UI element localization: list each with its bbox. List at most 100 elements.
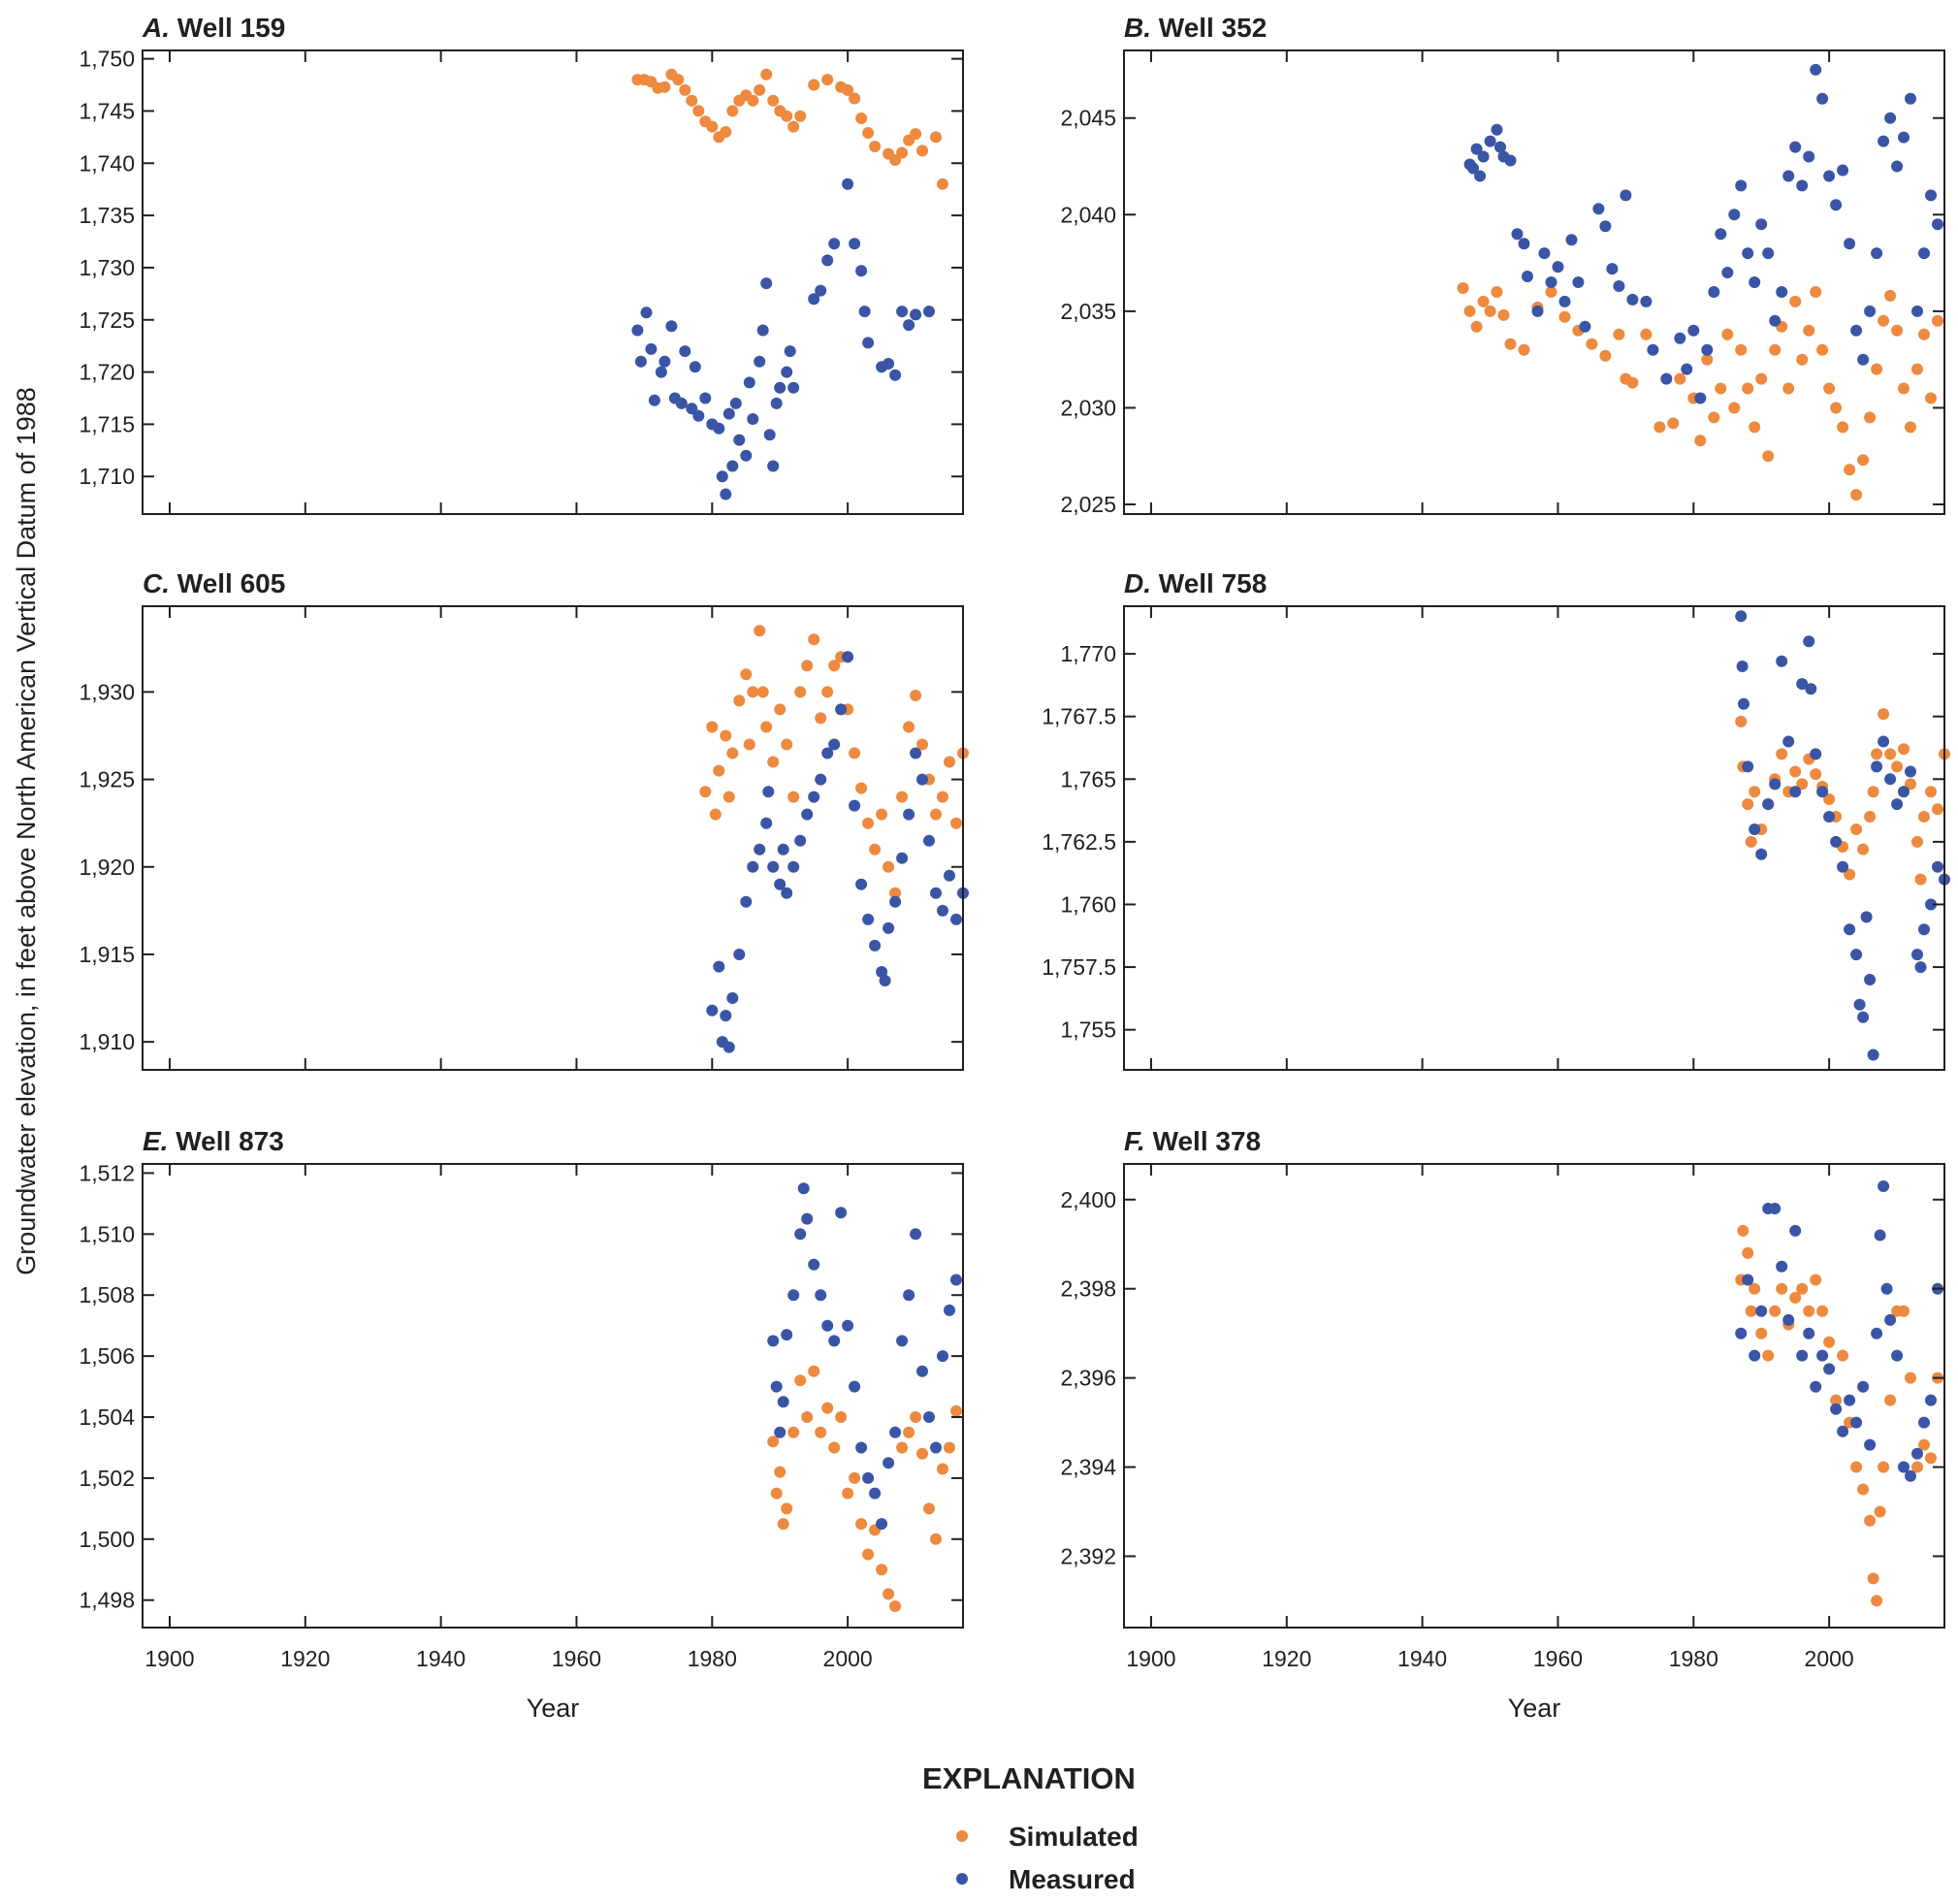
data-point	[862, 1471, 875, 1484]
y-tick-label: 1,500	[79, 1527, 135, 1552]
data-point	[916, 773, 928, 786]
data-point	[733, 949, 746, 960]
data-point	[1558, 310, 1571, 323]
y-tick-label: 1,502	[79, 1466, 135, 1491]
data-point	[876, 808, 888, 821]
data-point	[1805, 683, 1817, 695]
data-point	[760, 817, 773, 829]
y-tick-label: 1,710	[79, 464, 135, 489]
data-point	[1769, 1305, 1781, 1317]
data-point	[1830, 1394, 1843, 1406]
data-point	[889, 154, 902, 166]
data-point	[1762, 450, 1775, 463]
data-point	[889, 369, 902, 381]
data-point	[767, 94, 780, 107]
data-point	[1737, 1224, 1749, 1237]
data-point	[1782, 735, 1795, 748]
data-point	[1816, 1349, 1829, 1362]
data-point	[747, 860, 759, 873]
data-point	[1898, 382, 1910, 395]
data-point	[808, 1365, 820, 1377]
data-point	[1898, 743, 1910, 756]
panel-b: B. Well 352 2,025 2,030 2,035 2,040 2,045	[1060, 13, 1945, 517]
data-point	[1789, 295, 1802, 307]
data-point	[842, 1487, 854, 1500]
data-point	[726, 992, 739, 1004]
data-point	[1640, 295, 1653, 307]
data-point	[1742, 798, 1754, 811]
data-point	[1823, 793, 1836, 805]
panel-well-name: Well 378	[1153, 1126, 1262, 1156]
data-point	[1738, 697, 1749, 710]
data-point	[1463, 305, 1476, 317]
data-point	[1905, 1469, 1916, 1482]
data-point	[754, 83, 766, 96]
data-point	[1545, 276, 1557, 288]
data-point	[692, 409, 705, 422]
data-point	[794, 1228, 807, 1241]
x-tick-label: 2000	[823, 1646, 873, 1671]
data-point	[849, 747, 861, 759]
data-point	[1850, 489, 1863, 501]
data-point	[1850, 1416, 1863, 1429]
data-point	[1565, 234, 1578, 246]
data-point	[1850, 324, 1863, 337]
data-point	[740, 895, 753, 908]
data-point	[774, 878, 786, 890]
series-measured	[1735, 610, 1950, 1061]
data-point	[923, 1502, 935, 1515]
data-point	[679, 83, 691, 96]
data-point	[1810, 1274, 1822, 1286]
data-point	[713, 960, 725, 973]
data-point	[1810, 1380, 1822, 1393]
data-point	[774, 703, 786, 716]
x-tick-label: 1980	[688, 1646, 737, 1671]
data-point	[787, 1289, 800, 1302]
data-point	[1871, 760, 1883, 773]
data-point	[763, 429, 776, 441]
plot-frame	[1123, 49, 1945, 515]
data-point	[1470, 143, 1483, 155]
data-point	[910, 747, 922, 759]
data-point	[1776, 286, 1788, 298]
data-point	[858, 306, 871, 318]
x-tick-label: 1920	[1262, 1646, 1311, 1671]
data-point	[1504, 338, 1517, 350]
data-point	[876, 1518, 888, 1531]
data-point	[1735, 343, 1748, 356]
data-point	[1762, 798, 1775, 811]
data-point	[1606, 263, 1619, 275]
data-point	[1762, 247, 1775, 260]
data-point	[774, 1426, 786, 1438]
data-point	[855, 265, 868, 277]
y-tick-label: 2,045	[1060, 106, 1116, 131]
data-point	[828, 1441, 841, 1454]
data-point	[1647, 343, 1659, 356]
plot-frame	[142, 1163, 964, 1629]
data-point	[1626, 376, 1639, 389]
data-point	[767, 860, 780, 873]
data-point	[743, 376, 755, 389]
data-point	[1878, 314, 1890, 327]
data-point	[869, 843, 882, 855]
data-point	[1701, 343, 1714, 356]
data-point	[1552, 261, 1564, 274]
data-point	[1823, 1336, 1836, 1348]
data-point	[1871, 1327, 1883, 1339]
data-point	[828, 738, 841, 751]
data-point	[706, 120, 719, 133]
x-axis-title: Year	[1508, 1694, 1561, 1723]
x-tick-label: 1920	[280, 1646, 330, 1671]
panel-letter: E.	[143, 1126, 176, 1156]
data-point	[1789, 1224, 1802, 1237]
data-point	[849, 1471, 861, 1484]
data-point	[1914, 961, 1927, 974]
data-point	[1905, 1372, 1916, 1384]
data-point	[808, 791, 820, 803]
data-point	[903, 1426, 915, 1438]
data-point	[1572, 276, 1585, 288]
data-point	[1918, 328, 1930, 340]
data-point	[1850, 1461, 1863, 1473]
data-point	[754, 625, 766, 637]
panel-well-name: Well 352	[1159, 13, 1268, 43]
